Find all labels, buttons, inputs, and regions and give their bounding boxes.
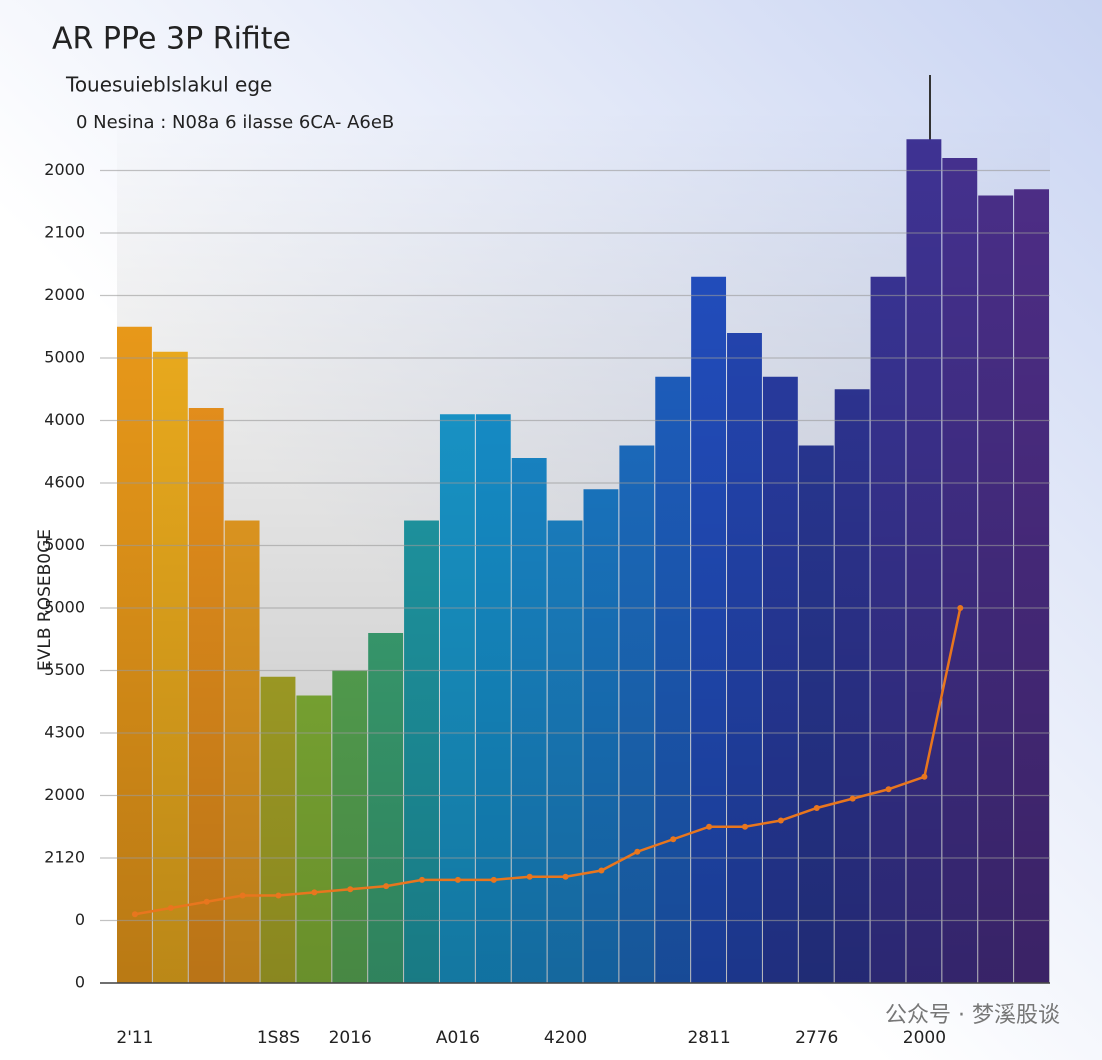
line-point	[454, 876, 461, 883]
y-tick-label: 5000	[44, 598, 85, 617]
x-tick-label: 2000	[903, 1028, 946, 1048]
line-point	[167, 905, 174, 911]
y-tick-label: 4000	[44, 410, 85, 429]
x-tick-label: A016	[436, 1028, 480, 1048]
line-point	[777, 817, 784, 824]
bar	[117, 326, 152, 983]
line-point	[347, 886, 354, 893]
line-point	[419, 876, 426, 883]
bar	[619, 445, 655, 983]
bar	[296, 695, 332, 983]
line-point	[921, 773, 928, 780]
bar	[511, 458, 547, 983]
bar	[583, 489, 619, 983]
line-point	[741, 823, 748, 830]
bar	[475, 414, 511, 983]
line-point	[131, 911, 138, 918]
bar	[152, 351, 188, 983]
x-tick-label: 4200	[544, 1028, 587, 1048]
line-point	[849, 795, 856, 802]
subtitle: Touesuieblslakul ege	[65, 73, 272, 97]
y-tick-label: 2000	[44, 785, 85, 804]
bar	[978, 195, 1014, 983]
bar	[439, 414, 475, 983]
chart-title: AR PPe 3P Rifite	[52, 22, 291, 57]
line	[134, 607, 962, 916]
y-tick-label: 5000	[44, 348, 85, 367]
bar	[906, 139, 942, 983]
watermark: 公众号 · 梦溪股谈	[885, 1003, 1060, 1028]
bar	[368, 633, 404, 983]
bar	[798, 445, 834, 983]
bar	[404, 520, 439, 983]
x-tick-label: 2811	[687, 1028, 730, 1048]
line-point	[706, 823, 713, 830]
bar	[762, 376, 798, 983]
y-tick-label: 2000	[44, 285, 85, 304]
bar	[691, 276, 727, 983]
x-tick-label: 1S8S	[257, 1028, 300, 1048]
y-axis-label: EVLB ROSEB0GE	[35, 529, 55, 671]
y-tick-label: 2100	[44, 223, 85, 242]
line-point	[490, 876, 497, 883]
line-point	[526, 873, 533, 880]
y-tick-label: 0	[75, 910, 85, 929]
bar	[834, 389, 870, 983]
line-point	[562, 873, 569, 880]
x-tick-label: 2016	[329, 1028, 372, 1048]
line-point	[203, 898, 210, 905]
bar	[655, 376, 691, 983]
y-tick-label: 5500	[44, 660, 85, 679]
line-point	[885, 786, 892, 793]
bar	[942, 158, 978, 983]
line-point	[957, 605, 964, 611]
bar	[224, 520, 260, 983]
line-point	[311, 889, 318, 896]
legend-text: 0 Nesina : N08a 6 ilasse 6CA- A6eB	[76, 112, 394, 133]
line-point	[634, 848, 641, 855]
y-tick-label: 5000	[44, 535, 85, 554]
bar	[547, 520, 583, 983]
bar	[188, 408, 224, 983]
line-point	[813, 805, 820, 811]
line-point	[670, 836, 677, 843]
line-point	[383, 883, 390, 890]
bar	[727, 333, 762, 983]
y-tick-label: 0	[75, 973, 85, 992]
bar	[1014, 189, 1049, 983]
line-point	[598, 867, 605, 874]
y-tick-label: 4600	[44, 473, 85, 492]
y-tick-label: 2120	[44, 848, 85, 867]
bar	[260, 676, 296, 983]
x-tick-label: 2776	[795, 1028, 838, 1048]
y-tick-label: 2000	[44, 160, 85, 179]
x-tick-label: 2'11	[116, 1028, 153, 1048]
line-point	[275, 892, 282, 899]
line-point	[239, 892, 246, 899]
bar	[332, 670, 368, 983]
y-tick-label: 4300	[44, 723, 85, 742]
bar	[870, 276, 906, 983]
